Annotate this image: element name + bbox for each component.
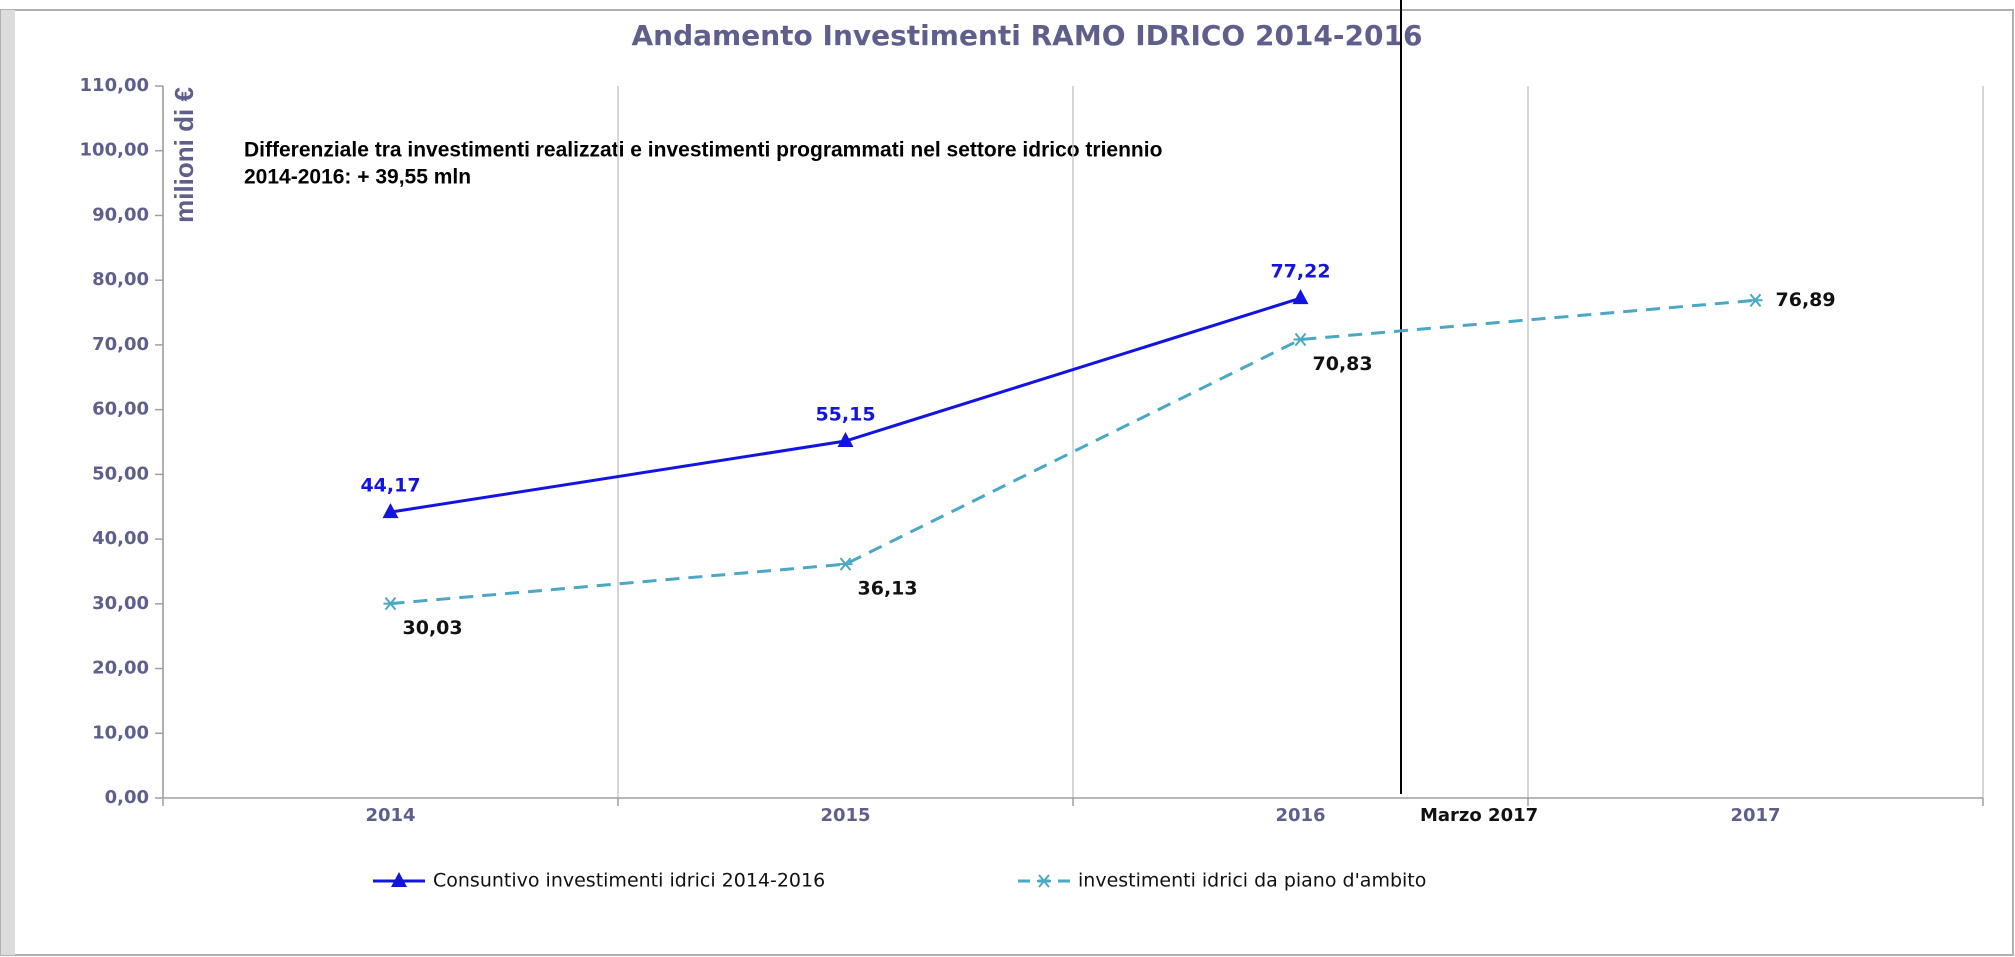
data-label: 44,17 bbox=[360, 475, 420, 497]
y-tick-label: 30,00 bbox=[92, 593, 149, 614]
data-label: 76,89 bbox=[1776, 289, 1836, 311]
annotation: Differenziale tra investimenti realizzat… bbox=[244, 139, 1162, 162]
chart-title: Andamento Investimenti RAMO IDRICO 2014-… bbox=[632, 19, 1423, 52]
x-tick-label: 2016 bbox=[1275, 805, 1325, 826]
point bbox=[1292, 289, 1309, 305]
point bbox=[383, 596, 398, 611]
annotation: 2014-2016: + 39,55 mln bbox=[244, 166, 471, 189]
frame-edge bbox=[1, 10, 15, 955]
y-tick-label: 20,00 bbox=[92, 658, 149, 679]
data-label: 30,03 bbox=[403, 617, 463, 639]
y-tick-label: 70,00 bbox=[92, 334, 149, 355]
y-tick-label: 0,00 bbox=[105, 787, 149, 808]
x-tick-label: 2014 bbox=[365, 805, 415, 826]
legend-label: investimenti idrici da piano d'ambito bbox=[1078, 870, 1426, 892]
legend-label: Consuntivo investimenti idrici 2014-2016 bbox=[433, 870, 825, 892]
y-tick-label: 100,00 bbox=[80, 140, 149, 161]
legend-marker bbox=[391, 872, 407, 887]
point bbox=[382, 503, 399, 519]
legend-marker bbox=[1037, 874, 1051, 888]
data-label: 77,22 bbox=[1270, 261, 1330, 283]
y-tick-label: 10,00 bbox=[92, 722, 149, 743]
y-tick-label: 50,00 bbox=[92, 463, 149, 484]
x-tick-label: 2017 bbox=[1730, 805, 1780, 826]
y-tick-label: 80,00 bbox=[92, 269, 149, 290]
point bbox=[1748, 293, 1763, 307]
x-tick-label: 2015 bbox=[820, 805, 870, 826]
y-tick-label: 60,00 bbox=[92, 399, 149, 420]
data-label: 55,15 bbox=[815, 404, 875, 426]
y-tick-label: 40,00 bbox=[92, 528, 149, 549]
y-axis-label: milioni di € bbox=[169, 87, 199, 223]
point bbox=[838, 557, 853, 571]
point bbox=[837, 432, 854, 448]
data-label: 70,83 bbox=[1313, 353, 1373, 375]
data-label: 36,13 bbox=[858, 578, 918, 600]
point bbox=[1293, 332, 1308, 347]
marker-label: Marzo 2017 bbox=[1420, 805, 1538, 826]
y-tick-label: 110,00 bbox=[80, 75, 149, 96]
y-tick-label: 90,00 bbox=[92, 204, 149, 225]
